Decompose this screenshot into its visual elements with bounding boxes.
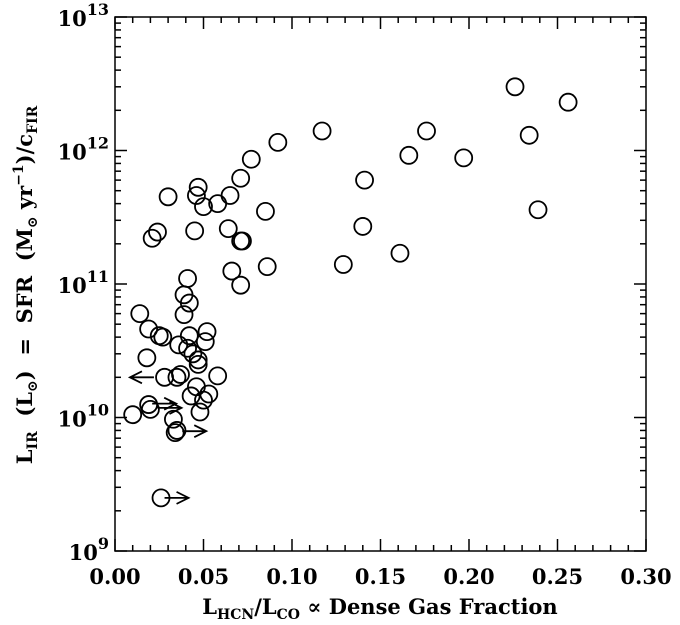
data-point [179,326,199,346]
data-point [178,269,197,288]
data-point [505,77,525,97]
data-point [218,219,238,239]
data-point [355,170,374,190]
data-point [179,293,199,313]
y-tick-label: 1010 [58,401,110,432]
x-tick-label: 0.20 [443,564,494,589]
data-point [148,222,167,242]
data-point [167,367,187,387]
upper-limit-arrow-right [164,491,191,505]
data-point [312,121,332,141]
data-point [169,335,189,355]
data-point [268,132,288,152]
data-point [257,257,277,277]
y-tick-label: 1013 [58,0,110,31]
x-tick-label: 0.00 [89,564,140,589]
x-tick-label: 0.25 [532,564,583,589]
data-point [188,177,208,197]
data-point [194,197,213,216]
data-point [130,304,150,324]
data-markers [123,77,578,508]
data-point [140,399,160,419]
data-point [185,221,205,241]
data-point [139,319,159,339]
x-axis-title: LHCN/LCO ∝ Dense Gas Fraction [202,594,557,623]
data-point [153,327,173,347]
data-point [197,322,217,341]
data-point [558,92,578,112]
y-tick-label: 1012 [58,134,110,165]
data-point [233,231,252,251]
data-point [188,354,208,374]
data-point [333,255,353,274]
data-point [188,350,208,370]
y-tick-label: 1011 [58,267,110,298]
data-point [158,187,178,207]
x-tick-labels: 0.00 0.05 0.10 0.15 0.20 0.25 0.30 [89,564,671,589]
y-axis-title: LIR (L⊙) = SFR (M⊙ yr−1)/cFIR [11,105,41,464]
data-point [137,348,157,368]
x-tick-label: 0.10 [266,564,317,589]
data-point [171,365,190,384]
data-point [181,386,201,406]
data-point [164,409,183,429]
data-point [417,121,436,141]
data-point [187,186,206,205]
upper-limit-arrow-right [157,401,184,415]
x-tick-label: 0.05 [178,564,229,589]
data-point [222,261,242,281]
data-point [194,390,213,410]
y-tick-label: 109 [69,534,109,565]
data-point [165,423,185,443]
data-point [178,338,197,358]
data-point [399,145,419,165]
data-point [353,217,373,236]
data-point [454,148,474,168]
y-tick-labels: 109 1010 1011 1012 1013 [58,0,110,565]
x-tick-label: 0.30 [620,564,671,589]
data-point [208,366,228,386]
data-point [195,332,215,352]
data-point [190,402,210,422]
data-point [241,149,261,169]
data-point [208,194,228,214]
data-point [199,384,219,404]
upper-limit-arrow-right [182,424,209,438]
data-point [174,305,194,324]
data-point [528,200,548,220]
data-point [519,125,539,145]
data-point [183,344,203,364]
data-point [220,186,240,205]
data-point [390,243,410,263]
data-point [256,201,275,221]
data-point [142,228,162,248]
data-point [123,405,143,425]
data-point [231,168,251,188]
upper-limit-arrow-left [127,370,154,385]
x-tick-label: 0.15 [355,564,406,589]
data-point [231,275,251,295]
axis-ticks [114,16,647,552]
